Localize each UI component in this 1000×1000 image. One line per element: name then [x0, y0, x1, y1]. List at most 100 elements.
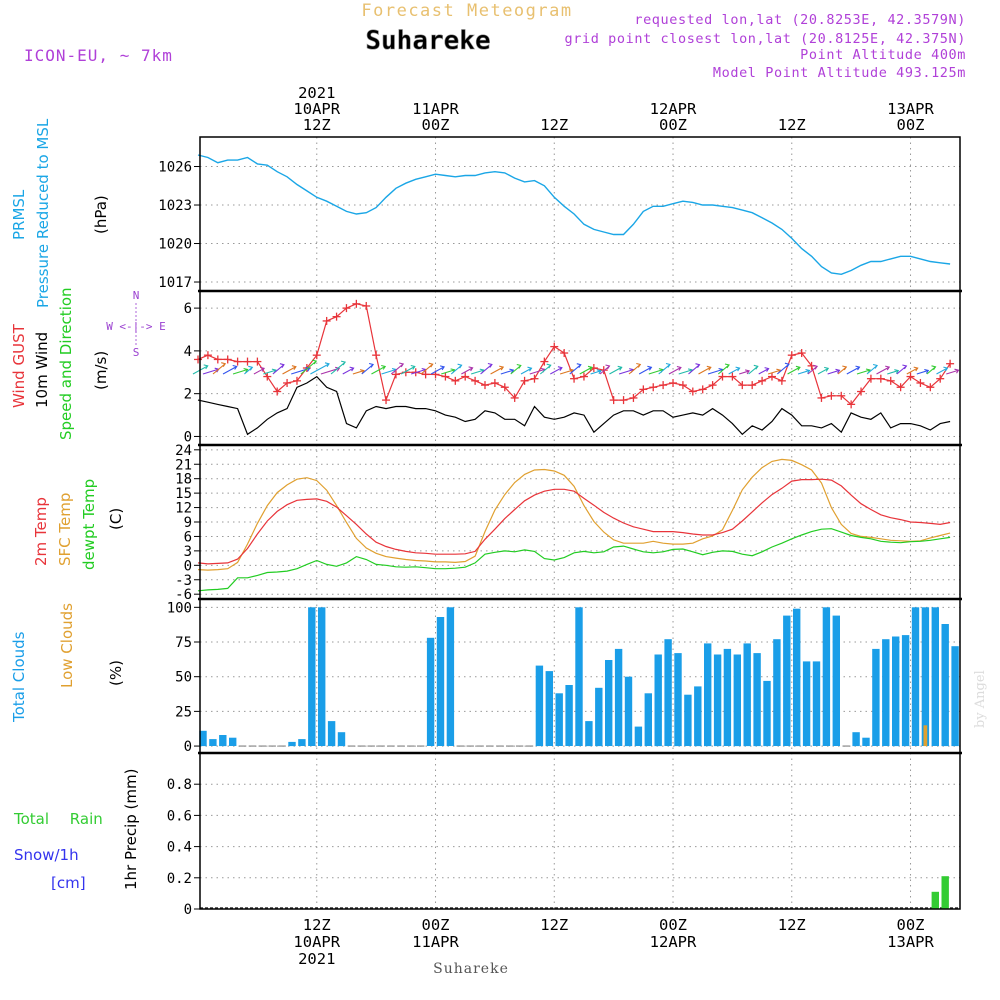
wind-direction-arrow [282, 366, 297, 375]
top-time-label: 00Z [422, 116, 450, 134]
wind-direction-arrow [400, 366, 416, 375]
wind-tick-label: 2 [184, 387, 192, 403]
bottom-time-label: 12Z [778, 916, 806, 934]
wind-arrow-head [902, 364, 908, 370]
wind-arrow-head [221, 362, 227, 368]
total-cloud-bar [872, 648, 880, 746]
total-cloud-bar [753, 653, 761, 747]
temp-tick-label: 9 [184, 515, 192, 531]
wind-arrow-head [340, 360, 346, 366]
wind-direction-arrow [411, 368, 426, 375]
top-time-label: 12Z [540, 116, 568, 134]
total-cloud-bar [812, 661, 821, 746]
total-cloud-bar [862, 737, 870, 746]
total-cloud-bar [535, 665, 544, 747]
cloud-labels: Total Clouds Low Clouds (%) [10, 603, 125, 723]
wind-direction-arrow [906, 367, 918, 375]
wind-arrow-head [706, 365, 712, 371]
pressure-label-msl: Pressure Reduced to MSL [34, 118, 52, 308]
pressure-label-prmsl: PRMSL [10, 189, 28, 240]
total-cloud-bar [555, 693, 563, 746]
wind-direction-arrow [590, 370, 602, 375]
bottom-time-label: 12Z [540, 916, 568, 934]
wind-direction-arrow [609, 366, 622, 375]
wind-direction-arrow [758, 368, 769, 375]
total-cloud-bar [664, 639, 672, 746]
footer-location: Suhareke [433, 961, 509, 977]
wind-arrow-head [527, 366, 533, 372]
total-cloud-bar [931, 607, 939, 746]
credit-watermark: by Angel [973, 670, 988, 728]
wind-arrow-head [596, 369, 602, 375]
total-cloud-bar [684, 694, 692, 746]
top-time-label: 10APR [293, 100, 340, 118]
wind-direction-arrow [461, 367, 473, 375]
temp-tick-label: 0 [184, 558, 192, 574]
wind-arrow-head [439, 365, 445, 371]
precip-tick-label: 0.6 [167, 808, 192, 824]
total-cloud-bar [713, 654, 722, 747]
top-time-label: 00Z [897, 116, 925, 134]
bottom-time-label: 00Z [422, 916, 450, 934]
wind-direction-arrow [767, 369, 781, 375]
wind-arrow-head [676, 365, 682, 371]
wind-direction-arrow [618, 369, 634, 375]
wind-direction-arrow [648, 369, 664, 375]
temp-tick-label: 6 [184, 529, 192, 545]
wind-arrow-head [931, 365, 937, 371]
bottom-time-label: 10APR [293, 933, 340, 951]
wind-arrow-head [695, 363, 701, 369]
wind-arrow-head [724, 363, 730, 369]
wind-arrow-head [279, 363, 285, 369]
wind-direction-arrow [896, 365, 907, 375]
point-altitude: Point Altitude 400m [800, 47, 966, 63]
top-time-label: 12Z [778, 116, 806, 134]
wind-direction-arrow [717, 364, 730, 375]
total-cloud-bar [892, 636, 900, 747]
wind-direction-arrow [628, 364, 641, 375]
wind-arrow-head [291, 365, 297, 371]
wind-direction-arrow [678, 369, 693, 375]
wind-direction-arrow [510, 365, 522, 375]
wind-arrow-head [312, 359, 318, 365]
wind-direction-arrow [330, 361, 346, 375]
wind-arrow-head [305, 366, 311, 372]
total-cloud-bar [674, 653, 682, 747]
precip-label-cm: [cm] [51, 874, 86, 892]
wind-arrow-head [410, 364, 416, 370]
total-cloud-bar [723, 648, 732, 746]
precip-tick-label: 0.8 [167, 777, 192, 793]
wind-arrow-head [943, 366, 949, 372]
pressure-tick-label: 1026 [158, 160, 192, 176]
temp-label-sfc: SFC Temp [56, 493, 74, 566]
wind-direction-arrow [539, 364, 552, 375]
wind-arrow-head [399, 362, 405, 368]
temp-tick-label: -3 [175, 573, 192, 589]
wind-direction-arrow [946, 369, 959, 375]
wind-arrow-head [468, 366, 474, 372]
wind-arrow-head [487, 362, 493, 368]
wind-direction-arrow [550, 367, 563, 375]
wind-arrow-head [753, 364, 759, 370]
total-cloud-bar [921, 607, 930, 746]
wind-arrow-head [324, 362, 330, 368]
sfc-temp-line [197, 458, 951, 571]
wind-direction-arrow [866, 365, 878, 375]
wind-direction-arrow [748, 365, 759, 375]
temp-tick-label: 21 [175, 457, 192, 473]
wind-arrow-head [368, 362, 374, 368]
location-title: Suhareke [365, 26, 490, 56]
wind-direction-arrow [776, 363, 790, 375]
total-cloud-bar [694, 686, 702, 747]
wind-arrow-head [349, 366, 355, 372]
wind-tick-label: 6 [184, 301, 192, 317]
total-cloud-bar [595, 687, 603, 747]
wind-direction-arrow [559, 369, 574, 375]
wind-arrow-head [428, 362, 434, 368]
total-cloud-bar [585, 721, 593, 747]
wind-arrow-head [259, 366, 265, 372]
wind-direction-arrow [739, 370, 750, 375]
total-cloud-bar [644, 693, 652, 746]
compass-mid: W <-|-> E [106, 320, 166, 333]
